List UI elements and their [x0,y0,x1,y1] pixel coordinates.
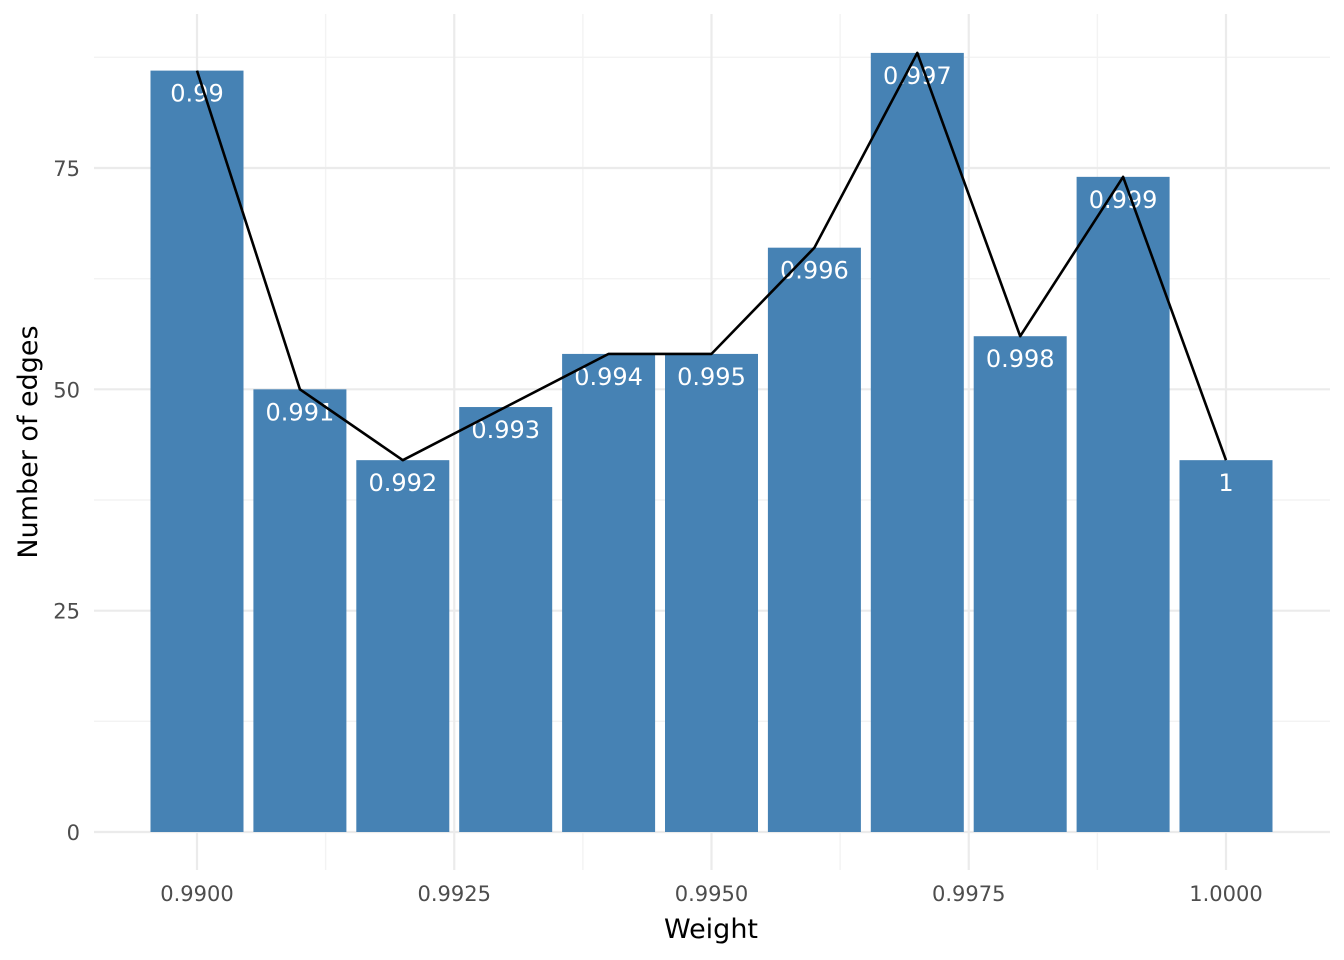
trend-line-layer [195,51,1228,462]
bar [356,460,450,832]
bar-label: 0.993 [471,416,540,444]
x-tick-label: 1.0000 [1189,882,1262,906]
bar [767,247,861,832]
y-axis-title: Number of edges [13,325,44,558]
bar [1179,460,1273,832]
x-axis-title: Weight [664,914,758,945]
y-tick-label: 0 [67,821,80,845]
bar [1076,176,1170,832]
bar [665,353,758,832]
bar-label: 0.992 [368,469,437,497]
bar [150,70,244,832]
bar-label: 0.999 [1089,186,1158,214]
bar-label: 0.99 [170,80,223,108]
y-tick-label: 50 [53,378,80,402]
x-axis-ticks: 0.9900 0.9925 0.9950 0.9975 1.0000 [160,882,1262,906]
x-tick-label: 0.9900 [160,882,233,906]
bar-label: 0.997 [883,62,952,90]
bar [973,336,1067,832]
x-tick-label: 0.9950 [675,882,748,906]
bar-label: 0.991 [266,398,335,426]
y-tick-label: 25 [53,600,80,624]
x-tick-label: 0.9975 [932,882,1005,906]
bar-label: 0.998 [986,345,1055,373]
bar [562,353,656,832]
bar [253,389,347,832]
bar-label: 0.995 [677,363,746,391]
x-tick-label: 0.9925 [418,882,491,906]
bar [870,52,964,832]
bar-label: 0.994 [574,363,643,391]
y-axis-ticks: 0 25 50 75 [53,157,80,845]
bar [459,407,553,832]
bars [150,52,1273,832]
bar-label: 1 [1218,469,1233,497]
y-tick-label: 75 [53,157,80,181]
trend-line [195,51,1228,462]
